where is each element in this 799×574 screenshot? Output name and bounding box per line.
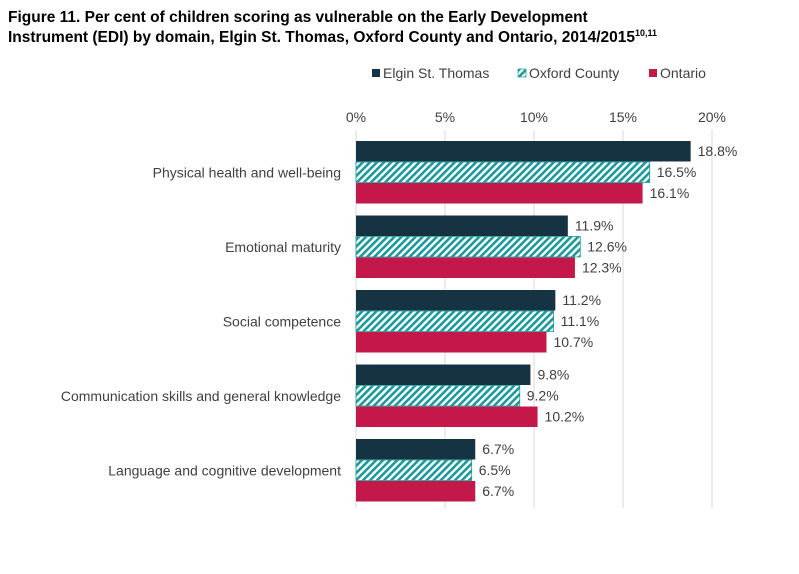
bar-1-0 bbox=[356, 215, 568, 236]
chart-title-line-2-text: Instrument (EDI) by domain, Elgin St. Th… bbox=[8, 29, 635, 46]
chart-title: Figure 11. Per cent of children scoring … bbox=[8, 8, 788, 48]
value-label-3-0: 9.8% bbox=[537, 367, 569, 383]
bar-2-0 bbox=[356, 290, 556, 311]
bar-3-0 bbox=[356, 364, 531, 385]
value-label-0-1: 16.5% bbox=[657, 164, 697, 180]
value-label-2-2: 10.7% bbox=[553, 334, 593, 350]
bar-2-1 bbox=[355, 310, 554, 332]
value-label-0-2: 16.1% bbox=[650, 185, 690, 201]
value-label-1-1: 12.6% bbox=[587, 239, 627, 255]
legend-label-2: Ontario bbox=[660, 65, 706, 81]
value-label-1-2: 12.3% bbox=[582, 260, 622, 276]
x-tick-label-0: 0% bbox=[346, 109, 366, 125]
x-tick-label-1: 5% bbox=[435, 109, 455, 125]
legend-label-1: Oxford County bbox=[529, 65, 619, 81]
legend-swatch-0 bbox=[372, 69, 380, 77]
bars bbox=[355, 141, 691, 502]
bar-3-1 bbox=[355, 385, 521, 407]
bar-1-2 bbox=[356, 257, 575, 278]
category-labels: Physical health and well-being Emotional … bbox=[61, 165, 341, 479]
value-label-4-0: 6.7% bbox=[482, 441, 514, 457]
value-labels: 18.8%16.5% 16.1% 11.9% 12.6% 12.3% 11.2% 11.1%… bbox=[479, 143, 738, 499]
category-label-0: Physical health and well-being bbox=[153, 165, 341, 181]
value-label-4-1: 6.5% bbox=[479, 462, 511, 478]
legend: Elgin St. Thomas Oxford County Ontario bbox=[372, 65, 706, 81]
bar-4-0 bbox=[356, 439, 476, 460]
chart-title-line-2: Instrument (EDI) by domain, Elgin St. Th… bbox=[8, 28, 788, 48]
category-label-2: Social competence bbox=[223, 314, 342, 330]
bar-3-2 bbox=[356, 406, 538, 427]
value-label-3-2: 10.2% bbox=[545, 409, 585, 425]
bar-0-1 bbox=[355, 161, 651, 183]
legend-swatch-2 bbox=[649, 69, 657, 77]
x-tick-label-4: 20% bbox=[698, 109, 726, 125]
category-label-4: Language and cognitive development bbox=[108, 463, 341, 479]
bar-1-1 bbox=[355, 236, 581, 258]
bar-0-0 bbox=[356, 141, 691, 162]
value-label-0-0: 18.8% bbox=[698, 143, 738, 159]
legend-label-0: Elgin St. Thomas bbox=[383, 65, 489, 81]
category-label-3: Communication skills and general knowled… bbox=[61, 388, 341, 404]
bar-4-2 bbox=[356, 481, 476, 502]
x-axis-ticks: 0% 5% 10% 15% 20% bbox=[346, 109, 726, 125]
bar-4-1 bbox=[355, 459, 473, 481]
chart-title-superscript: 10,11 bbox=[635, 27, 658, 38]
category-label-1: Emotional maturity bbox=[225, 239, 341, 255]
value-label-1-0: 11.9% bbox=[575, 218, 614, 234]
value-label-4-2: 6.7% bbox=[482, 483, 514, 499]
value-label-3-1: 9.2% bbox=[527, 388, 559, 404]
bar-2-2 bbox=[356, 332, 547, 353]
value-label-2-1: 11.1% bbox=[561, 313, 600, 329]
chart-title-line-1: Figure 11. Per cent of children scoring … bbox=[8, 9, 588, 26]
x-tick-label-3: 15% bbox=[609, 109, 637, 125]
x-tick-label-2: 10% bbox=[520, 109, 548, 125]
value-label-2-0: 11.2% bbox=[562, 292, 601, 308]
legend-swatch-1 bbox=[517, 68, 527, 78]
bar-0-2 bbox=[356, 183, 643, 204]
